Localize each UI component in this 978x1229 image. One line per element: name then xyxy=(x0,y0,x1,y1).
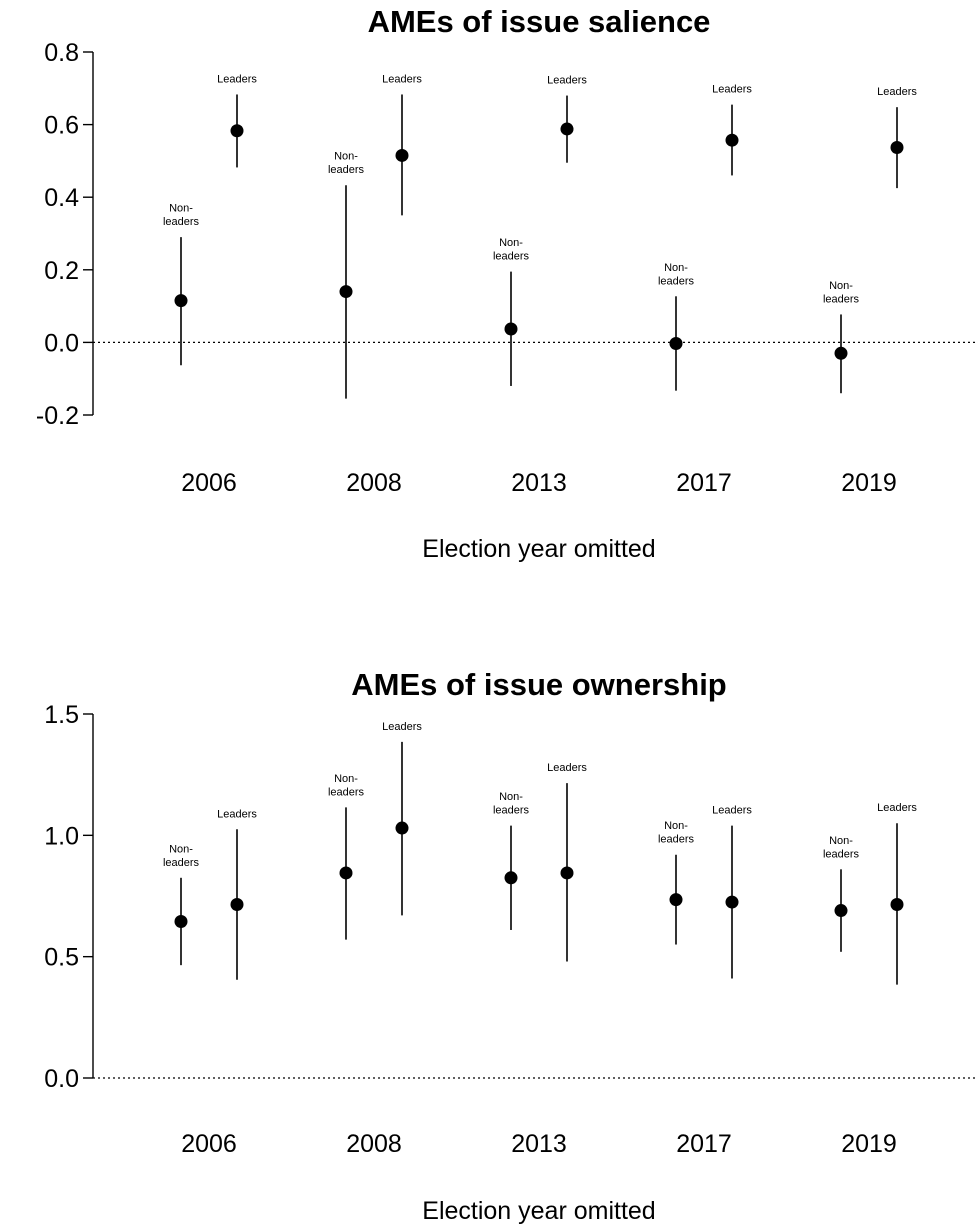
point-estimate-leaders xyxy=(890,897,904,911)
group-label-leaders: Leaders xyxy=(382,73,422,85)
x-tick-label: 2013 xyxy=(511,1130,567,1158)
group-label-leaders: Leaders xyxy=(547,762,587,774)
point-estimate-leaders xyxy=(560,122,574,136)
group-label-non-leaders: Non- xyxy=(499,791,523,803)
point-estimate-leaders xyxy=(725,133,739,147)
group-label-non-leaders: Non- xyxy=(334,773,358,785)
group-label-non-leaders: leaders xyxy=(823,293,860,305)
group-label-non-leaders: leaders xyxy=(163,216,200,228)
chart-panel-1: AMEs of issue salience -0.2 0.0 0.2 0.4 0.6 0.… xyxy=(36,4,978,563)
chart-title: AMEs of issue salience xyxy=(368,4,711,39)
group-label-non-leaders: leaders xyxy=(823,848,860,860)
group-label-non-leaders: leaders xyxy=(328,786,365,798)
point-estimate-non-leaders xyxy=(834,346,848,360)
point-estimate-non-leaders xyxy=(339,866,353,880)
point-estimate-leaders xyxy=(395,821,409,835)
group-label-leaders: Leaders xyxy=(877,86,917,98)
group-label-non-leaders: leaders xyxy=(493,251,530,263)
point-estimate-non-leaders xyxy=(834,904,848,918)
x-tick-label: 2019 xyxy=(841,1130,897,1158)
chart-title: AMEs of issue ownership xyxy=(351,667,727,702)
point-estimate-non-leaders xyxy=(504,322,518,336)
group-label-non-leaders: leaders xyxy=(658,834,695,846)
group-label-leaders: Leaders xyxy=(217,808,257,820)
y-tick-label: 0.2 xyxy=(44,257,79,285)
x-tick-label: 2017 xyxy=(676,469,732,497)
point-estimate-non-leaders xyxy=(174,914,188,928)
point-estimate-leaders xyxy=(890,140,904,154)
x-tick-label: 2019 xyxy=(841,469,897,497)
point-estimate-non-leaders xyxy=(174,294,188,308)
chart-panel-2: AMEs of issue ownership 0.0 0.5 1.0 1.5 2006 2… xyxy=(44,667,978,1225)
y-tick-label: 0.0 xyxy=(44,1065,79,1093)
x-tick-label: 2008 xyxy=(346,469,402,497)
point-estimate-leaders xyxy=(560,866,574,880)
group-label-non-leaders: Non- xyxy=(664,820,688,832)
point-estimate-leaders xyxy=(395,148,409,162)
group-label-leaders: Leaders xyxy=(547,75,587,87)
point-estimate-leaders xyxy=(725,895,739,909)
x-axis-label: Election year omitted xyxy=(422,1197,655,1225)
group-label-non-leaders: Non- xyxy=(334,151,358,163)
x-tick-label: 2013 xyxy=(511,469,567,497)
group-label-non-leaders: Non- xyxy=(169,843,193,855)
group-label-non-leaders: leaders xyxy=(658,275,695,287)
x-tick-label: 2006 xyxy=(181,1130,237,1158)
group-label-non-leaders: leaders xyxy=(493,805,530,817)
group-label-non-leaders: leaders xyxy=(163,857,200,869)
y-tick-label: 0.0 xyxy=(44,329,79,357)
group-label-non-leaders: Non- xyxy=(829,835,853,847)
group-label-leaders: Leaders xyxy=(217,73,257,85)
group-label-non-leaders: leaders xyxy=(328,164,365,176)
group-label-non-leaders: Non- xyxy=(169,203,193,215)
point-estimate-non-leaders xyxy=(339,285,353,299)
group-label-leaders: Leaders xyxy=(712,805,752,817)
group-label-leaders: Leaders xyxy=(382,721,422,733)
y-tick-label: 0.6 xyxy=(44,112,79,140)
group-label-non-leaders: Non- xyxy=(829,280,853,292)
group-label-non-leaders: Non- xyxy=(499,237,523,249)
group-label-non-leaders: Non- xyxy=(664,262,688,274)
group-label-leaders: Leaders xyxy=(877,802,917,814)
y-tick-label: 0.8 xyxy=(44,39,79,67)
point-estimate-non-leaders xyxy=(504,871,518,885)
y-tick-label: 1.0 xyxy=(44,822,79,850)
group-label-leaders: Leaders xyxy=(712,84,752,96)
x-tick-label: 2006 xyxy=(181,469,237,497)
y-tick-label: -0.2 xyxy=(36,402,79,430)
x-axis-label: Election year omitted xyxy=(422,535,655,563)
y-tick-label: 0.4 xyxy=(44,184,79,212)
point-estimate-non-leaders xyxy=(669,893,683,907)
y-tick-label: 1.5 xyxy=(44,701,79,729)
point-estimate-leaders xyxy=(230,124,244,138)
point-estimate-leaders xyxy=(230,897,244,911)
x-tick-label: 2008 xyxy=(346,1130,402,1158)
x-tick-label: 2017 xyxy=(676,1130,732,1158)
y-tick-label: 0.5 xyxy=(44,944,79,972)
point-estimate-non-leaders xyxy=(669,336,683,350)
